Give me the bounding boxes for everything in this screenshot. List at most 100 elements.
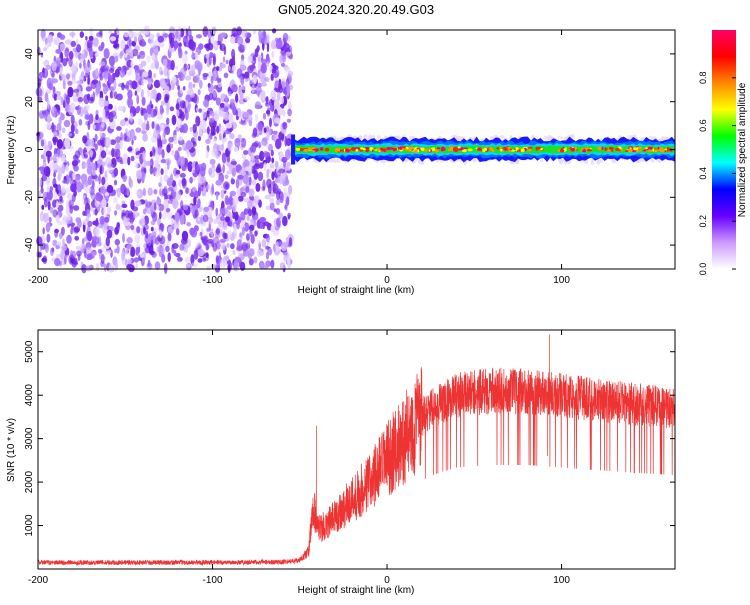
colorbar-ticks: 0.0 0.2 0.4 0.6 0.8 bbox=[698, 72, 736, 275]
noise-blob bbox=[197, 135, 202, 141]
noise-blob bbox=[216, 125, 220, 134]
noise-blob bbox=[53, 191, 58, 200]
noise-blob bbox=[43, 166, 51, 177]
noise-blob bbox=[277, 106, 283, 116]
noise-blob bbox=[66, 73, 71, 80]
noise-blob bbox=[221, 152, 227, 164]
noise-blob bbox=[205, 150, 209, 159]
noise-blob bbox=[76, 104, 81, 116]
signal-hot-spot bbox=[399, 146, 403, 150]
signal-halo bbox=[384, 135, 388, 139]
noise-blob bbox=[210, 228, 214, 237]
noise-blob bbox=[175, 169, 181, 175]
snr-panel: -200 -100 0 100 1000 2000 3000 4000 5000 Height… bbox=[6, 329, 676, 596]
colorbar-tick-label: 0.4 bbox=[698, 167, 708, 180]
noise-blob bbox=[67, 132, 73, 137]
noise-blob bbox=[175, 252, 181, 258]
noise-blob bbox=[95, 226, 100, 237]
noise-blob bbox=[237, 250, 241, 259]
noise-blob bbox=[161, 81, 166, 89]
y-tick-label: -20 bbox=[24, 190, 35, 205]
noise-blob bbox=[167, 68, 170, 79]
noise-blob bbox=[194, 209, 199, 218]
noise-blob bbox=[218, 125, 225, 135]
noise-blob bbox=[224, 255, 230, 262]
noise-blob bbox=[212, 89, 217, 98]
noise-blob bbox=[259, 91, 266, 101]
noise-blob bbox=[226, 170, 233, 175]
signal-hot-spot bbox=[528, 148, 532, 151]
noise-blob bbox=[252, 54, 256, 62]
noise-blob bbox=[213, 85, 218, 90]
signal-halo bbox=[418, 159, 421, 165]
signal-hot-spot bbox=[666, 147, 670, 151]
noise-blob bbox=[219, 238, 226, 243]
noise-blob bbox=[202, 73, 209, 77]
spectrogram-x-ticks: -200 -100 0 100 bbox=[28, 30, 570, 286]
noise-blob bbox=[102, 83, 106, 87]
signal-halo bbox=[375, 160, 380, 163]
noise-blob bbox=[151, 231, 157, 237]
noise-blob bbox=[55, 244, 60, 250]
noise-blob bbox=[263, 31, 266, 39]
noise-blob bbox=[64, 39, 72, 45]
noise-blob bbox=[150, 206, 154, 214]
noise-blob bbox=[240, 76, 245, 86]
noise-blob bbox=[63, 137, 71, 149]
signal-hot-spot bbox=[571, 147, 575, 152]
noise-blob bbox=[193, 168, 200, 174]
noise-blob bbox=[182, 86, 186, 91]
noise-blob bbox=[119, 139, 123, 150]
noise-blob bbox=[173, 249, 177, 256]
noise-blob bbox=[270, 259, 275, 269]
noise-blob bbox=[282, 121, 288, 130]
noise-blob bbox=[135, 69, 139, 80]
signal-hot-spot bbox=[647, 146, 654, 150]
noise-blob bbox=[202, 236, 208, 246]
noise-blob bbox=[196, 164, 201, 170]
noise-blob bbox=[107, 249, 112, 254]
signal-hot-spot bbox=[432, 147, 436, 152]
noise-blob bbox=[185, 187, 190, 195]
noise-blob bbox=[60, 226, 65, 236]
noise-blob bbox=[179, 173, 186, 178]
noise-blob bbox=[195, 74, 200, 84]
noise-blob bbox=[164, 93, 169, 104]
noise-blob bbox=[155, 125, 160, 131]
noise-blob bbox=[186, 88, 194, 96]
noise-blob bbox=[148, 82, 151, 88]
noise-blob bbox=[246, 215, 250, 222]
noise-blob bbox=[71, 160, 79, 167]
noise-blob bbox=[141, 130, 147, 135]
noise-blob bbox=[217, 82, 222, 88]
noise-blob bbox=[50, 247, 54, 257]
noise-blob bbox=[44, 92, 49, 102]
noise-blob bbox=[111, 148, 115, 158]
noise-blob bbox=[231, 84, 238, 93]
x-tick-label: -200 bbox=[28, 575, 48, 586]
noise-blob bbox=[84, 114, 90, 120]
signal-hot-spot bbox=[436, 147, 441, 150]
noise-blob bbox=[231, 27, 238, 37]
noise-blob bbox=[52, 86, 56, 92]
noise-blob bbox=[73, 226, 80, 233]
noise-blob bbox=[111, 72, 117, 79]
noise-blob bbox=[227, 143, 234, 152]
noise-blob bbox=[254, 230, 258, 237]
signal-hot-spot bbox=[579, 149, 583, 152]
noise-blob bbox=[248, 120, 253, 127]
noise-blob bbox=[161, 254, 166, 263]
noise-blob bbox=[78, 119, 83, 126]
noise-blob bbox=[62, 79, 66, 90]
noise-blob bbox=[158, 66, 163, 76]
noise-blob bbox=[221, 245, 226, 251]
noise-blob bbox=[71, 77, 77, 85]
noise-blob bbox=[116, 245, 120, 254]
noise-blob bbox=[178, 156, 186, 167]
noise-blob bbox=[47, 140, 52, 147]
noise-blob bbox=[128, 175, 132, 187]
noise-blob bbox=[258, 251, 265, 256]
noise-blob bbox=[219, 132, 222, 141]
noise-blob bbox=[98, 174, 101, 185]
